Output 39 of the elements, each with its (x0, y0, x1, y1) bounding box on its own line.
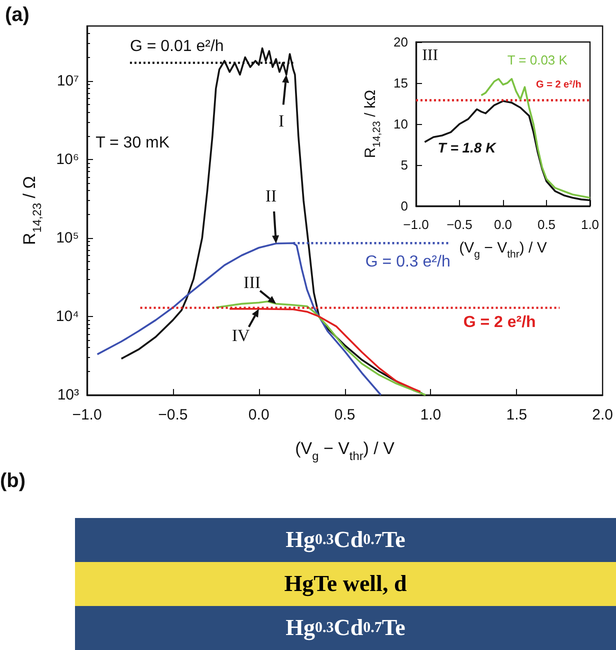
y-tick-label: 10⁷ (56, 72, 79, 90)
annotation: IV (232, 326, 251, 345)
y-tick-label: 5 (400, 158, 408, 172)
annotation: T = 30 mK (96, 134, 170, 152)
y-tick-label: 0 (400, 198, 408, 214)
y-tick-label: 10³ (57, 386, 79, 404)
annotation: II (265, 186, 278, 206)
x-tick-label: −0.5 (446, 216, 472, 232)
x-tick-label: 2.0 (592, 406, 614, 424)
y-tick-label: 20 (394, 34, 408, 50)
y-axis-title: R14,23 / kΩ (362, 90, 384, 158)
series-label: G = 2 e²/h (463, 314, 536, 332)
annotation: I (278, 112, 285, 131)
x-tick-label: 0.0 (248, 406, 270, 424)
series-label: G = 0.01 e²/h (130, 38, 224, 56)
text: (b) (0, 470, 26, 493)
series-label: T = 0.03 K (507, 53, 568, 68)
series-label: G = 2 e²/h (536, 79, 582, 90)
x-tick-label: 1.0 (420, 406, 442, 424)
y-tick-label: 10⁶ (56, 150, 79, 168)
x-tick-label: 0.0 (494, 216, 512, 232)
x-tick-label: 0.5 (537, 216, 556, 232)
line-series (480, 78, 591, 199)
chart-title: (a) (5, 4, 30, 26)
series-label: T = 1.8 K (438, 139, 497, 156)
y-axis-title: R14,23 / Ω (20, 176, 44, 245)
annotation: III (244, 272, 261, 292)
annotation: III (422, 46, 438, 64)
x-tick-label: 1.5 (506, 406, 528, 424)
series-label: G = 0.3 e²/h (365, 253, 450, 271)
y-tick-label: 10⁵ (56, 229, 79, 246)
x-tick-label: 0.5 (334, 406, 356, 424)
x-tick-label: −0.5 (158, 406, 188, 424)
y-tick-label: 10⁴ (56, 308, 79, 325)
y-tick-label: 15 (394, 76, 408, 90)
x-tick-label: −1.0 (403, 216, 429, 232)
x-tick-label: 1.0 (580, 216, 600, 232)
x-tick-label: −1.0 (72, 406, 102, 424)
y-tick-label: 10 (394, 116, 408, 132)
